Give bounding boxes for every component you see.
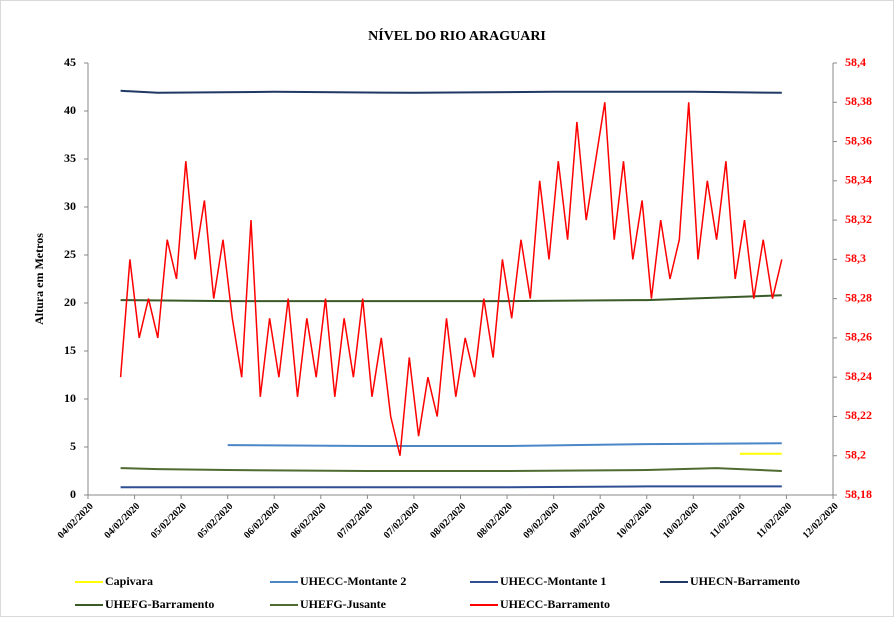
y-tick-label: 20 bbox=[64, 295, 76, 309]
series-line bbox=[227, 442, 782, 447]
y-tick-label: 45 bbox=[64, 55, 76, 69]
y2-tick-label: 58,26 bbox=[845, 330, 872, 344]
series-line bbox=[120, 485, 782, 489]
y-tick-label: 5 bbox=[70, 439, 76, 453]
y2-tick-label: 58,2 bbox=[845, 447, 866, 461]
series-line bbox=[120, 294, 782, 303]
y2-tick-label: 58,32 bbox=[845, 212, 872, 226]
y-tick-label: 15 bbox=[64, 343, 76, 357]
legend-label: UHEFG-Jusante bbox=[300, 597, 387, 611]
y2-tick-label: 58,24 bbox=[845, 369, 872, 383]
y2-tick-label: 58,3 bbox=[845, 251, 866, 265]
series-line bbox=[120, 467, 782, 472]
y2-tick-label: 58,18 bbox=[845, 487, 872, 501]
y2-tick-label: 58,4 bbox=[845, 55, 866, 69]
series-line bbox=[120, 89, 782, 94]
y-tick-label: 30 bbox=[64, 199, 76, 213]
y-tick-label: 40 bbox=[64, 103, 76, 117]
y2-tick-label: 58,36 bbox=[845, 133, 872, 147]
y2-tick-label: 58,34 bbox=[845, 173, 872, 187]
series-line bbox=[119, 102, 783, 456]
y-tick-label: 0 bbox=[70, 487, 76, 501]
chart-title: NÍVEL DO RIO ARAGUARI bbox=[368, 27, 546, 44]
legend-label: UHECC-Montante 2 bbox=[300, 574, 406, 588]
y2-tick-label: 58,22 bbox=[845, 408, 872, 422]
y-tick-label: 25 bbox=[64, 247, 76, 261]
y-tick-label: 10 bbox=[64, 391, 76, 405]
legend-label: UHECC-Barramento bbox=[500, 597, 610, 611]
y-axis-label: Altura em Metros bbox=[32, 233, 46, 325]
legend-label: UHECN-Barramento bbox=[690, 574, 800, 588]
legend-label: Capivara bbox=[105, 574, 153, 588]
y-tick-label: 35 bbox=[64, 151, 76, 165]
legend-label: UHEFG-Barramento bbox=[105, 597, 214, 611]
y2-tick-label: 58,28 bbox=[845, 290, 872, 304]
legend-label: UHECC-Montante 1 bbox=[500, 574, 606, 588]
y2-tick-label: 58,38 bbox=[845, 94, 872, 108]
